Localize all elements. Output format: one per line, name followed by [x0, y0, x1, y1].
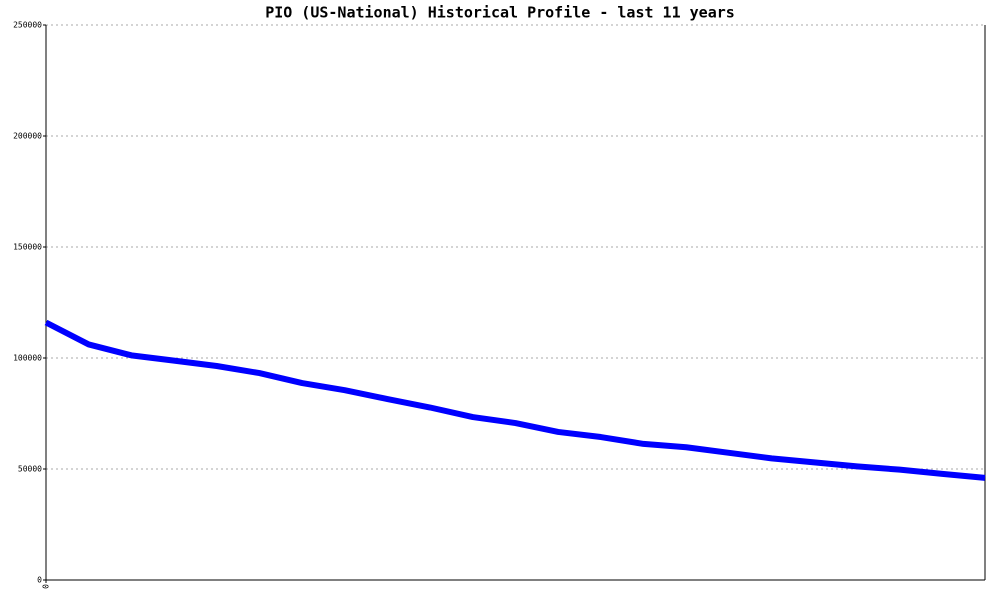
y-tick-label: 100000: [13, 354, 42, 363]
y-tick-label: 150000: [13, 243, 42, 252]
y-tick-label: 50000: [18, 465, 42, 474]
chart-title: PIO (US-National) Historical Profile - l…: [265, 4, 735, 22]
y-tick-label: 200000: [13, 132, 42, 141]
y-tick-label: 0: [37, 576, 42, 585]
x-tick-label: 0: [42, 584, 51, 589]
y-tick-label: 250000: [13, 21, 42, 30]
data-line: [44, 319, 986, 481]
